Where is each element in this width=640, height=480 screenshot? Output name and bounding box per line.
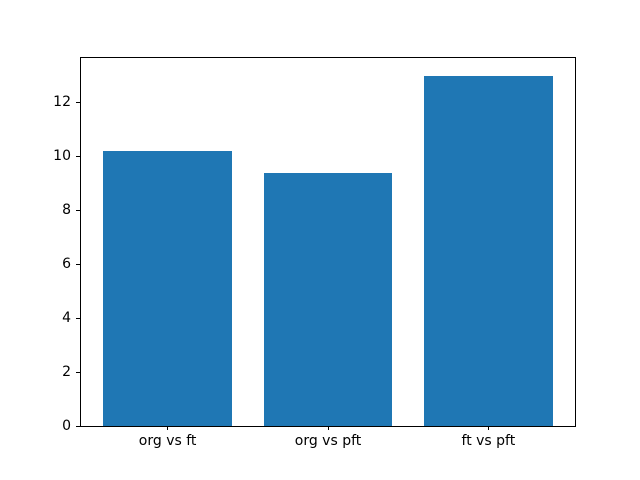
y-tick-label: 4 [62, 309, 71, 326]
y-tick-label: 10 [53, 147, 71, 164]
y-tick-mark [76, 371, 80, 373]
y-tick-mark [76, 101, 80, 103]
x-tick-label-org-vs-ft: org vs ft [138, 433, 197, 449]
bar-org-vs-ft [103, 151, 232, 426]
y-tick-mark [76, 425, 80, 427]
x-tick-mark [167, 426, 169, 430]
x-tick-label-org-vs-pft: org vs pft [294, 433, 362, 449]
y-tick-label: 2 [62, 363, 71, 380]
y-tick-label: 6 [62, 255, 71, 272]
y-tick-label: 8 [62, 201, 71, 218]
y-tick-mark [76, 209, 80, 211]
x-tick-mark [327, 426, 329, 430]
y-tick-mark [76, 155, 80, 157]
y-tick-label: 12 [53, 93, 71, 110]
x-tick-mark [487, 426, 489, 430]
y-tick-mark [76, 317, 80, 319]
bar-ft-vs-pft [424, 75, 553, 426]
plot-area: 0 2 4 6 8 10 12 org vs ft org vs pft ft vs pft [53, 57, 576, 449]
bar-org-vs-pft [263, 173, 393, 426]
y-tick-mark [76, 263, 80, 265]
y-tick-label: 0 [62, 417, 71, 434]
x-tick-label-ft-vs-pft: ft vs pft [461, 433, 516, 449]
